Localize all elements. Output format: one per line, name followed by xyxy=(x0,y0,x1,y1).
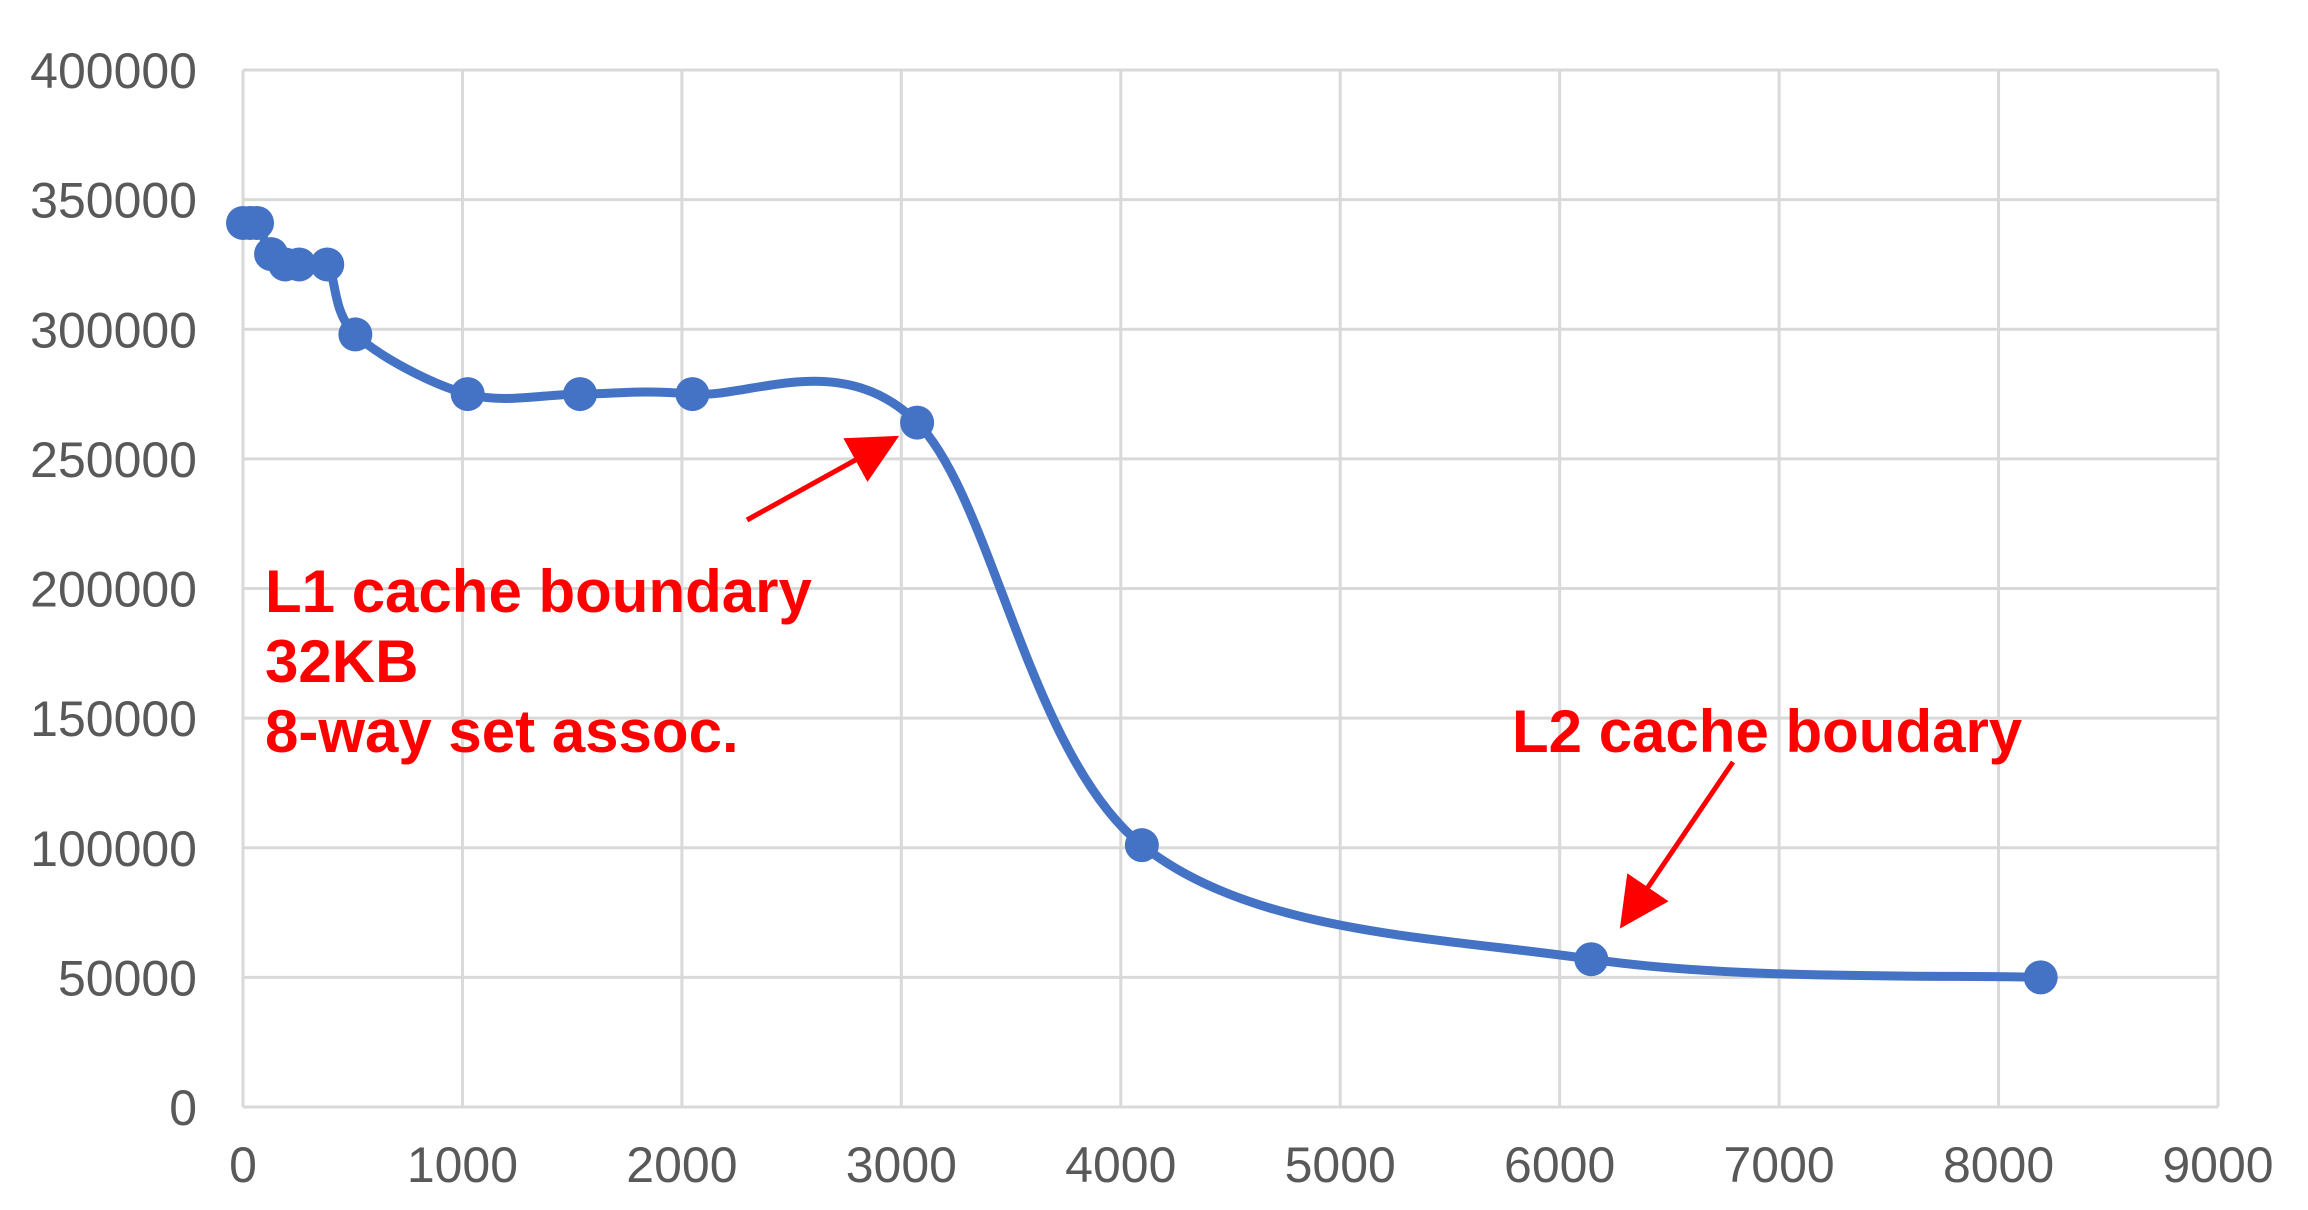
x-tick-label: 6000 xyxy=(1504,1137,1615,1193)
x-tick-label: 3000 xyxy=(846,1137,957,1193)
x-tick-label: 5000 xyxy=(1285,1137,1396,1193)
annotation-arrow xyxy=(1619,760,1736,929)
x-tick-label: 0 xyxy=(229,1137,257,1193)
x-tick-label: 2000 xyxy=(626,1137,737,1193)
data-point xyxy=(240,205,275,240)
y-tick-label: 150000 xyxy=(30,691,197,747)
y-tick-label: 400000 xyxy=(30,43,197,99)
y-tick-label: 350000 xyxy=(30,173,197,229)
grid-lines xyxy=(241,68,2220,1109)
x-tick-label: 1000 xyxy=(407,1137,518,1193)
x-tick-label: 9000 xyxy=(2162,1137,2273,1193)
y-tick-label: 250000 xyxy=(30,432,197,488)
data-markers xyxy=(226,205,2058,995)
y-tick-label: 50000 xyxy=(58,950,197,1006)
data-point xyxy=(1124,828,1159,863)
x-tick-label: 8000 xyxy=(1943,1137,2054,1193)
data-point xyxy=(450,377,485,412)
y-tick-label: 300000 xyxy=(30,302,197,358)
annotation-label: L2 cache boudary xyxy=(1512,698,2023,765)
annotation-label: 32KB xyxy=(265,628,418,695)
data-point xyxy=(563,377,598,412)
x-tick-label: 7000 xyxy=(1723,1137,1834,1193)
y-tick-label: 100000 xyxy=(30,821,197,877)
data-point xyxy=(310,247,345,282)
annotation-label: L1 cache boundary xyxy=(265,558,812,625)
annotation-arrow xyxy=(745,435,900,523)
data-point xyxy=(282,247,317,282)
annotation-label: 8-way set assoc. xyxy=(265,698,739,765)
y-tick-label: 200000 xyxy=(30,562,197,618)
data-point xyxy=(1574,942,1609,977)
y-tick-label: 0 xyxy=(169,1080,197,1136)
data-point xyxy=(2023,960,2058,995)
x-tick-label: 4000 xyxy=(1065,1137,1176,1193)
data-point xyxy=(675,377,710,412)
tick-labels: 0 1000 2000 3000 4000 5000 6000 7000 8000 9000 0 50… xyxy=(30,43,2273,1193)
data-point xyxy=(338,317,373,352)
data-point xyxy=(900,405,935,440)
